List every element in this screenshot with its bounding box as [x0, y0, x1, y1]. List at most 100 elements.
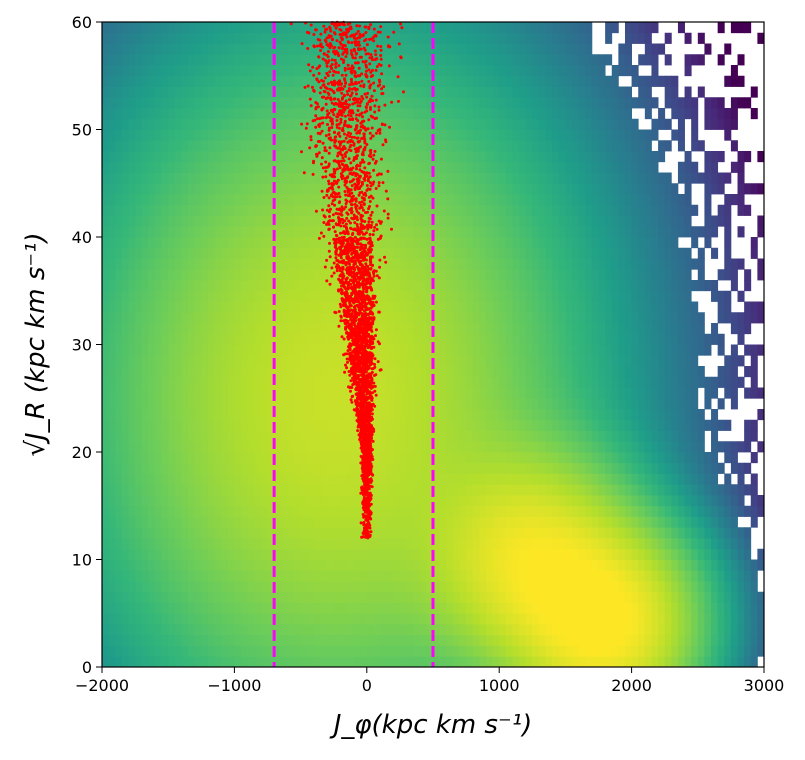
heatmap-cell: [274, 624, 282, 636]
heatmap-cell: [485, 505, 493, 517]
heatmap-cell: [472, 290, 480, 302]
heatmap-cell: [254, 484, 262, 496]
heatmap-cell: [340, 527, 348, 539]
heatmap-cell: [611, 527, 619, 539]
heatmap-cell: [485, 548, 493, 560]
heatmap-cell: [644, 645, 652, 657]
heatmap-cell: [532, 183, 540, 195]
heatmap-cell: [558, 516, 566, 528]
heatmap-cell: [591, 430, 599, 442]
heatmap-cell: [532, 430, 540, 442]
heatmap-cell: [267, 54, 275, 66]
heatmap-cell: [188, 516, 196, 528]
heatmap-cell: [221, 344, 229, 356]
heatmap-cell: [393, 204, 401, 216]
heatmap-cell: [585, 570, 593, 582]
heatmap-cell: [638, 140, 646, 152]
heatmap-cell: [452, 129, 460, 141]
heatmap-cell: [128, 484, 136, 496]
heatmap-cell: [525, 54, 533, 66]
heatmap-cell: [115, 570, 123, 582]
heatmap-cell: [333, 591, 341, 603]
heatmap-cell: [260, 75, 268, 87]
heatmap-cell: [320, 333, 328, 345]
heatmap-cell: [644, 280, 652, 292]
heatmap-cell: [241, 118, 249, 130]
heatmap-cell: [267, 452, 275, 464]
heatmap-cell: [505, 398, 513, 410]
heatmap-cell: [479, 548, 487, 560]
heatmap-cell: [353, 602, 361, 614]
heatmap-cell: [532, 280, 540, 292]
heatmap-cell: [102, 548, 110, 560]
heatmap-cell: [532, 54, 540, 66]
heatmap-cell: [260, 462, 268, 474]
heatmap-cell: [446, 484, 454, 496]
heatmap-cell: [433, 387, 441, 399]
heatmap-cell: [558, 548, 566, 560]
heatmap-cell: [406, 312, 414, 324]
heatmap-cell: [466, 398, 474, 410]
heatmap-cell: [499, 86, 507, 98]
heatmap-cell: [433, 624, 441, 636]
heatmap-cell: [552, 226, 560, 238]
heatmap-cell: [327, 473, 335, 485]
heatmap-cell: [446, 172, 454, 184]
heatmap-cell: [492, 441, 500, 453]
heatmap-cell: [552, 108, 560, 120]
heatmap-cell: [399, 54, 407, 66]
heatmap-cell: [194, 204, 202, 216]
heatmap-cell: [399, 129, 407, 141]
heatmap-cell: [618, 323, 626, 335]
heatmap-cell: [512, 366, 520, 378]
heatmap-cell: [174, 194, 182, 206]
heatmap-cell: [485, 65, 493, 77]
heatmap-cell: [472, 591, 480, 603]
heatmap-cell: [148, 441, 156, 453]
heatmap-cell: [287, 323, 295, 335]
heatmap-cell: [459, 129, 467, 141]
heatmap-cell: [115, 581, 123, 593]
heatmap-cell: [267, 75, 275, 87]
heatmap-cell: [135, 344, 143, 356]
heatmap-cell: [274, 376, 282, 388]
heatmap-cell: [327, 129, 335, 141]
heatmap-cell: [181, 591, 189, 603]
heatmap-cell: [300, 65, 308, 77]
heatmap-cell: [274, 323, 282, 335]
heatmap-cell: [380, 54, 388, 66]
heatmap-cell: [260, 516, 268, 528]
heatmap-cell: [552, 656, 560, 668]
heatmap-cell: [519, 269, 527, 281]
heatmap-cell: [611, 86, 619, 98]
heatmap-cell: [472, 151, 480, 163]
heatmap-cell: [413, 108, 421, 120]
heatmap-cell: [380, 32, 388, 44]
heatmap-cell: [280, 269, 288, 281]
heatmap-cell: [472, 172, 480, 184]
heatmap-cell: [287, 215, 295, 227]
heatmap-cell: [128, 355, 136, 367]
heatmap-cell: [247, 634, 255, 646]
heatmap-cell: [505, 452, 513, 464]
heatmap-cell: [419, 559, 427, 571]
heatmap-cell: [360, 140, 368, 152]
heatmap-cell: [585, 441, 593, 453]
heatmap-cell: [227, 419, 235, 431]
heatmap-cell: [128, 215, 136, 227]
heatmap-cell: [313, 129, 321, 141]
heatmap-cell: [188, 65, 196, 77]
heatmap-cell: [598, 430, 606, 442]
heatmap-cell: [221, 75, 229, 87]
heatmap-cell: [300, 129, 308, 141]
heatmap-cell: [135, 54, 143, 66]
heatmap-cell: [207, 355, 215, 367]
heatmap-cell: [287, 118, 295, 130]
heatmap-cell: [280, 484, 288, 496]
heatmap-cell: [135, 452, 143, 464]
heatmap-cell: [624, 527, 632, 539]
heatmap-cell: [274, 516, 282, 528]
heatmap-cell: [188, 366, 196, 378]
heatmap-cell: [485, 86, 493, 98]
heatmap-cell: [327, 333, 335, 345]
